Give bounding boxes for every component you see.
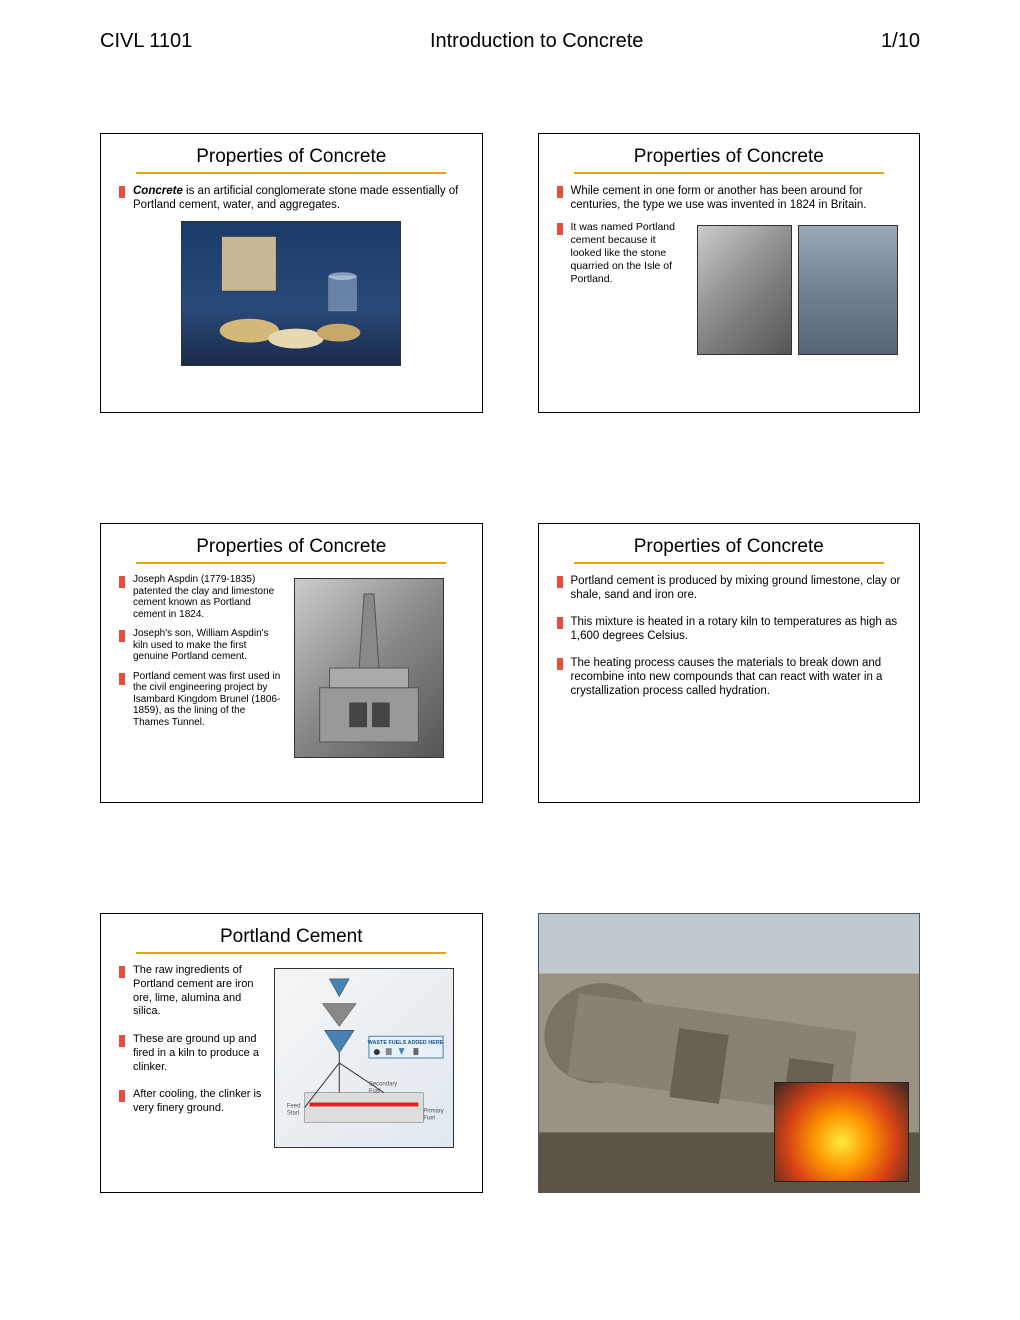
slide-2: Properties of Concrete While cement in o… xyxy=(538,133,921,413)
bullet-text: Joseph Aspdin (1779-1835) patented the c… xyxy=(133,574,284,620)
bullet-row: It was named Portland cement because it … xyxy=(557,221,687,287)
bullet-row: The heating process causes the materials… xyxy=(557,656,902,699)
bullet-text: After cooling, the clinker is very finer… xyxy=(133,1088,264,1116)
bullet-text: This mixture is heated in a rotary kiln … xyxy=(571,615,902,644)
title-rule xyxy=(136,172,446,174)
bullet-icon xyxy=(119,186,125,198)
title-rule xyxy=(574,562,884,564)
title-rule xyxy=(574,172,884,174)
slide-title: Properties of Concrete xyxy=(557,146,902,168)
bullet-row: Portland cement is produced by mixing gr… xyxy=(557,574,902,603)
bullet-text: Joseph's son, William Aspdin's kiln used… xyxy=(133,628,284,663)
bullet-icon xyxy=(119,630,125,642)
svg-text:Secondary: Secondary xyxy=(369,1082,397,1088)
bullet-text: Portland cement is produced by mixing gr… xyxy=(571,574,902,603)
slide-1: Properties of Concrete Concrete is an ar… xyxy=(100,133,483,413)
svg-text:Start: Start xyxy=(287,1110,300,1116)
image-process-diagram: WASTE FUELS ADDED HERE Primary Fuel Seco… xyxy=(274,968,454,1148)
bullet-row: Joseph's son, William Aspdin's kiln used… xyxy=(119,628,284,663)
slide-6 xyxy=(538,913,921,1193)
slide-5: Portland Cement The raw ingredients of P… xyxy=(100,913,483,1193)
bullet-text: While cement in one form or another has … xyxy=(571,184,902,213)
bullet-row: Portland cement was first used in the ci… xyxy=(119,671,284,729)
page: CIVL 1101 Introduction to Concrete 1/10 … xyxy=(0,0,1020,1320)
bullet-text: These are ground up and fired in a kiln … xyxy=(133,1033,264,1074)
bullet-row: Joseph Aspdin (1779-1835) patented the c… xyxy=(119,574,284,620)
svg-text:Primary: Primary xyxy=(423,1108,443,1114)
bullet-icon xyxy=(557,658,563,670)
bullet-text: Portland cement was first used in the ci… xyxy=(133,671,284,729)
svg-text:WASTE FUELS ADDED HERE: WASTE FUELS ADDED HERE xyxy=(368,1040,444,1046)
bullet-row: The raw ingredients of Portland cement a… xyxy=(119,964,264,1019)
bullet-text: The raw ingredients of Portland cement a… xyxy=(133,964,264,1019)
bullet-text: The heating process causes the materials… xyxy=(571,656,902,699)
bullet-icon xyxy=(557,617,563,629)
slide-4: Properties of Concrete Portland cement i… xyxy=(538,523,921,803)
two-col: The raw ingredients of Portland cement a… xyxy=(119,964,464,1148)
bullet-icon xyxy=(119,673,125,685)
image-kiln-fire-inset xyxy=(774,1082,909,1182)
image-isle-portland-2 xyxy=(798,225,898,355)
slides-grid: Properties of Concrete Concrete is an ar… xyxy=(100,133,920,1193)
course-code: CIVL 1101 xyxy=(100,30,192,53)
slide-3: Properties of Concrete Joseph Aspdin (17… xyxy=(100,523,483,803)
bullet-icon xyxy=(119,1090,125,1102)
bullet-icon xyxy=(119,1035,125,1047)
image-concrete-components xyxy=(181,221,401,366)
slide-title: Properties of Concrete xyxy=(119,536,464,558)
bullet-row: This mixture is heated in a rotary kiln … xyxy=(557,615,902,644)
bullet-icon xyxy=(557,186,563,198)
slide-title: Portland Cement xyxy=(119,926,464,948)
page-header: CIVL 1101 Introduction to Concrete 1/10 xyxy=(100,30,920,53)
svg-text:Fuel: Fuel xyxy=(369,1089,381,1095)
bullet-row: These are ground up and fired in a kiln … xyxy=(119,1033,264,1074)
bullet-text: It was named Portland cement because it … xyxy=(571,221,687,287)
bullet-row: After cooling, the clinker is very finer… xyxy=(119,1088,264,1116)
bullet-row: While cement in one form or another has … xyxy=(557,184,902,213)
bullet-icon xyxy=(119,576,125,588)
image-rotary-kiln-photo xyxy=(538,913,921,1193)
title-rule xyxy=(136,952,446,954)
bullet-icon xyxy=(557,223,563,235)
two-col: Joseph Aspdin (1779-1835) patented the c… xyxy=(119,574,464,758)
title-rule xyxy=(136,562,446,564)
bullet-icon xyxy=(557,576,563,588)
svg-text:Feed: Feed xyxy=(287,1103,301,1109)
image-aspdin-kiln xyxy=(294,578,444,758)
page-title: Introduction to Concrete xyxy=(430,30,643,53)
slide-title: Properties of Concrete xyxy=(119,146,464,168)
slide-title: Properties of Concrete xyxy=(557,536,902,558)
image-isle-portland-1 xyxy=(697,225,792,355)
bullet-icon xyxy=(119,966,125,978)
two-col: It was named Portland cement because it … xyxy=(557,221,902,355)
svg-text:Fuel: Fuel xyxy=(423,1115,435,1121)
page-number: 1/10 xyxy=(881,30,920,53)
bullet-row: Concrete is an artificial conglomerate s… xyxy=(119,184,464,213)
bullet-text: Concrete is an artificial conglomerate s… xyxy=(133,184,464,213)
